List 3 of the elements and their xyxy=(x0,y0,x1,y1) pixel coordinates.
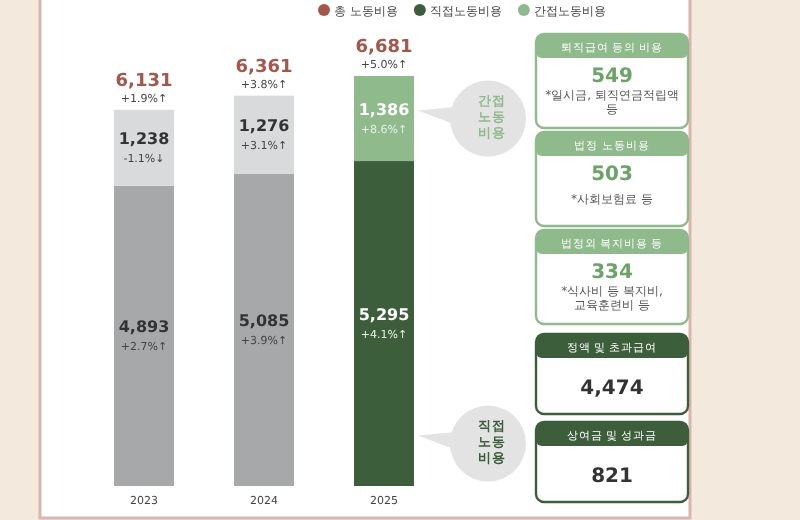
bar xyxy=(354,161,414,486)
bar xyxy=(114,185,174,486)
bar xyxy=(234,173,294,486)
